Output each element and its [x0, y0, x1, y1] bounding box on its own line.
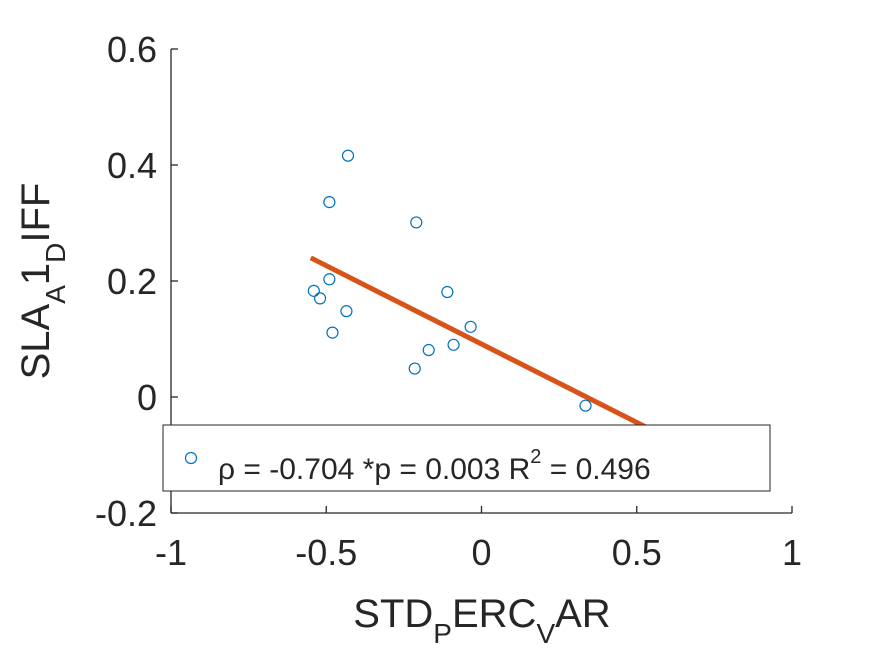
y-axis-title: SLAA1DIFF — [14, 183, 71, 380]
data-point — [323, 196, 336, 209]
data-point — [441, 285, 454, 299]
x-tick-label: 1 — [782, 532, 802, 573]
data-point — [326, 326, 339, 339]
data-point — [313, 292, 327, 305]
legend: ρ = -0.704 *p = 0.003 R2 = 0.496 — [162, 424, 771, 492]
x-tick-label: 0.5 — [612, 532, 662, 573]
x-axis-title-subscript: V — [536, 618, 555, 649]
legend-label: ρ = -0.704 *p = 0.003 R2 = 0.496 — [218, 446, 651, 486]
data-point — [408, 362, 421, 375]
data-point — [341, 149, 355, 162]
data-point — [464, 320, 477, 333]
legend-box — [162, 424, 771, 492]
data-point — [323, 273, 336, 286]
x-axis-title-text: STDPERCVAR — [353, 592, 610, 649]
legend-label-main: ρ = -0.704 *p = 0.003 R — [218, 453, 530, 486]
data-point — [410, 216, 423, 229]
data-point — [307, 284, 320, 297]
legend-label-end: = 0.496 — [541, 453, 650, 486]
data-point — [422, 343, 435, 357]
x-axis-title-part: ERC — [452, 592, 536, 636]
x-tick-label: -1 — [155, 532, 187, 573]
axes: -1 -0.5 0 0.5 1 -0.2 0 0.2 0.4 0.6 — [95, 29, 802, 573]
x-axis-title-part: AR — [555, 592, 611, 636]
x-axis-title: STDPERCVAR — [353, 592, 610, 649]
y-tick-label: 0 — [137, 377, 157, 418]
legend-label-superscript: 2 — [530, 446, 541, 468]
y-axis-title-subscript: A — [40, 285, 71, 304]
y-tick-label: 0.4 — [107, 145, 157, 186]
y-axis-title-part: 1 — [14, 263, 58, 285]
y-axis-title-part: SLA — [14, 303, 58, 379]
x-tick-label: 0 — [471, 532, 491, 573]
legend-marker — [184, 451, 198, 465]
y-tick-label: 0.2 — [107, 261, 157, 302]
y-axis-title-subscript: D — [40, 243, 71, 263]
y-tick-label: 0.6 — [107, 29, 157, 70]
y-axis-title-text: SLAA1DIFF — [14, 183, 71, 380]
data-point — [340, 305, 353, 318]
y-tick-label: -0.2 — [95, 493, 157, 534]
plot-marks — [307, 149, 657, 435]
fit-line — [309, 255, 657, 435]
x-tick-label: -0.5 — [295, 532, 357, 573]
data-point — [579, 399, 592, 412]
x-axis-title-part: STD — [353, 592, 433, 636]
y-axis-title-part: IFF — [14, 183, 58, 243]
data-point — [447, 338, 460, 351]
x-axis-title-subscript: P — [433, 618, 452, 649]
